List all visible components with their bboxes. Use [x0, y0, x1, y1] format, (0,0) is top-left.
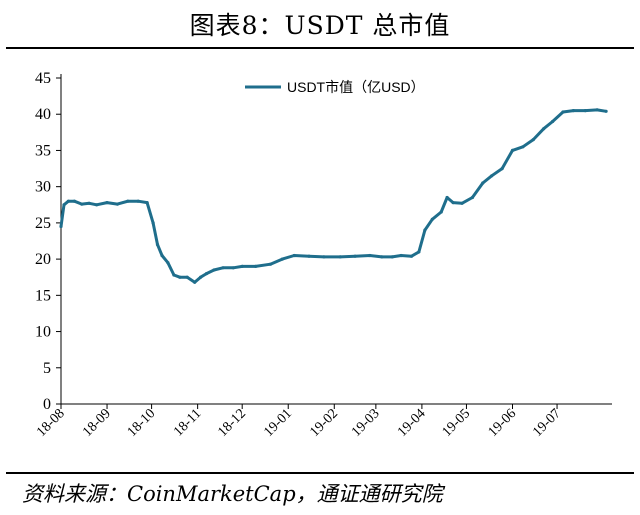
- data-point: [66, 199, 70, 203]
- data-point: [390, 255, 394, 259]
- x-tick-label: 18-08: [34, 406, 68, 440]
- data-point: [380, 255, 384, 259]
- data-point: [451, 201, 455, 205]
- data-point: [409, 254, 414, 258]
- y-tick-label: 35: [35, 142, 51, 159]
- data-point: [72, 199, 76, 203]
- data-point: [604, 109, 608, 113]
- data-point: [481, 181, 485, 185]
- data-point: [521, 145, 525, 149]
- data-point: [338, 255, 342, 259]
- x-tick-label: 19-04: [395, 406, 429, 440]
- data-point: [510, 148, 515, 152]
- x-tick-label: 19-03: [349, 406, 383, 440]
- chart-svg: 0 5 10 15 20 25 30 35 40 45 18-08 18-09 18-10 18-11 18…: [34, 70, 612, 440]
- source-note: 资料来源：CoinMarketCap，通证通研究院: [22, 482, 443, 506]
- x-tick-label: 18-10: [125, 406, 159, 440]
- data-point: [368, 253, 372, 258]
- y-tick-label: 45: [35, 70, 51, 87]
- chart-title: 图表8：USDT 总市值: [189, 11, 451, 40]
- data-point: [172, 273, 176, 277]
- data-point: [470, 195, 474, 200]
- data-point: [95, 203, 99, 207]
- x-tick-label: 19-05: [440, 406, 474, 440]
- data-point: [322, 255, 326, 259]
- data-point: [280, 257, 284, 261]
- x-tick-label: 18-12: [215, 406, 249, 440]
- data-point: [254, 264, 258, 268]
- data-point: [160, 253, 164, 258]
- data-point: [136, 199, 140, 203]
- x-tick-label: 19-02: [307, 406, 341, 440]
- data-point: [231, 266, 235, 270]
- y-tick-label: 15: [35, 287, 51, 304]
- y-tick-label: 40: [35, 106, 51, 123]
- legend-label: USDT市值（亿USD）: [287, 79, 425, 95]
- data-point: [531, 138, 535, 142]
- y-tick-label: 25: [35, 215, 51, 232]
- data-point: [595, 108, 599, 112]
- x-tick-label: 19-07: [530, 406, 564, 440]
- x-tick-label: 19-06: [486, 406, 520, 440]
- data-point: [430, 217, 434, 221]
- data-point: [155, 243, 160, 247]
- top-divider: [6, 47, 634, 49]
- x-tick-label: 18-09: [80, 406, 114, 440]
- y-tick-label: 10: [35, 324, 51, 341]
- data-point: [551, 119, 555, 124]
- data-point: [185, 275, 189, 279]
- data-point: [193, 280, 197, 284]
- data-point: [292, 253, 296, 258]
- data-point: [80, 202, 84, 206]
- bottom-divider: [6, 472, 634, 474]
- data-point: [460, 201, 464, 205]
- data-point: [417, 250, 421, 254]
- series-line: [59, 108, 607, 284]
- x-tick-label: 19-01: [261, 406, 295, 440]
- data-point: [145, 201, 149, 205]
- data-point: [178, 275, 182, 279]
- y-tick-label: 5: [43, 360, 51, 377]
- y-tick-label: 0: [43, 396, 51, 413]
- y-tick-label: 20: [35, 251, 51, 268]
- data-point: [307, 254, 311, 258]
- data-point: [204, 272, 209, 276]
- data-point: [561, 110, 565, 114]
- data-point: [490, 174, 494, 178]
- data-point: [399, 253, 403, 258]
- data-point: [151, 221, 155, 225]
- data-point: [445, 195, 449, 200]
- data-point: [199, 275, 203, 279]
- data-point: [423, 228, 427, 232]
- data-point: [126, 199, 130, 203]
- data-point: [212, 268, 216, 272]
- data-point: [62, 203, 66, 207]
- data-point: [571, 109, 576, 113]
- data-point: [583, 109, 587, 113]
- data-point: [240, 264, 244, 268]
- data-point: [115, 202, 119, 206]
- data-point: [268, 262, 272, 266]
- data-point: [542, 127, 546, 131]
- data-point: [105, 201, 109, 205]
- data-point: [221, 266, 225, 270]
- data-point: [166, 261, 170, 265]
- data-point: [353, 254, 357, 258]
- x-tick-label: 18-11: [171, 406, 204, 439]
- data-point: [500, 167, 504, 171]
- data-point: [439, 210, 443, 214]
- data-point: [59, 224, 63, 229]
- data-point: [87, 201, 91, 205]
- y-tick-label: 30: [35, 179, 51, 196]
